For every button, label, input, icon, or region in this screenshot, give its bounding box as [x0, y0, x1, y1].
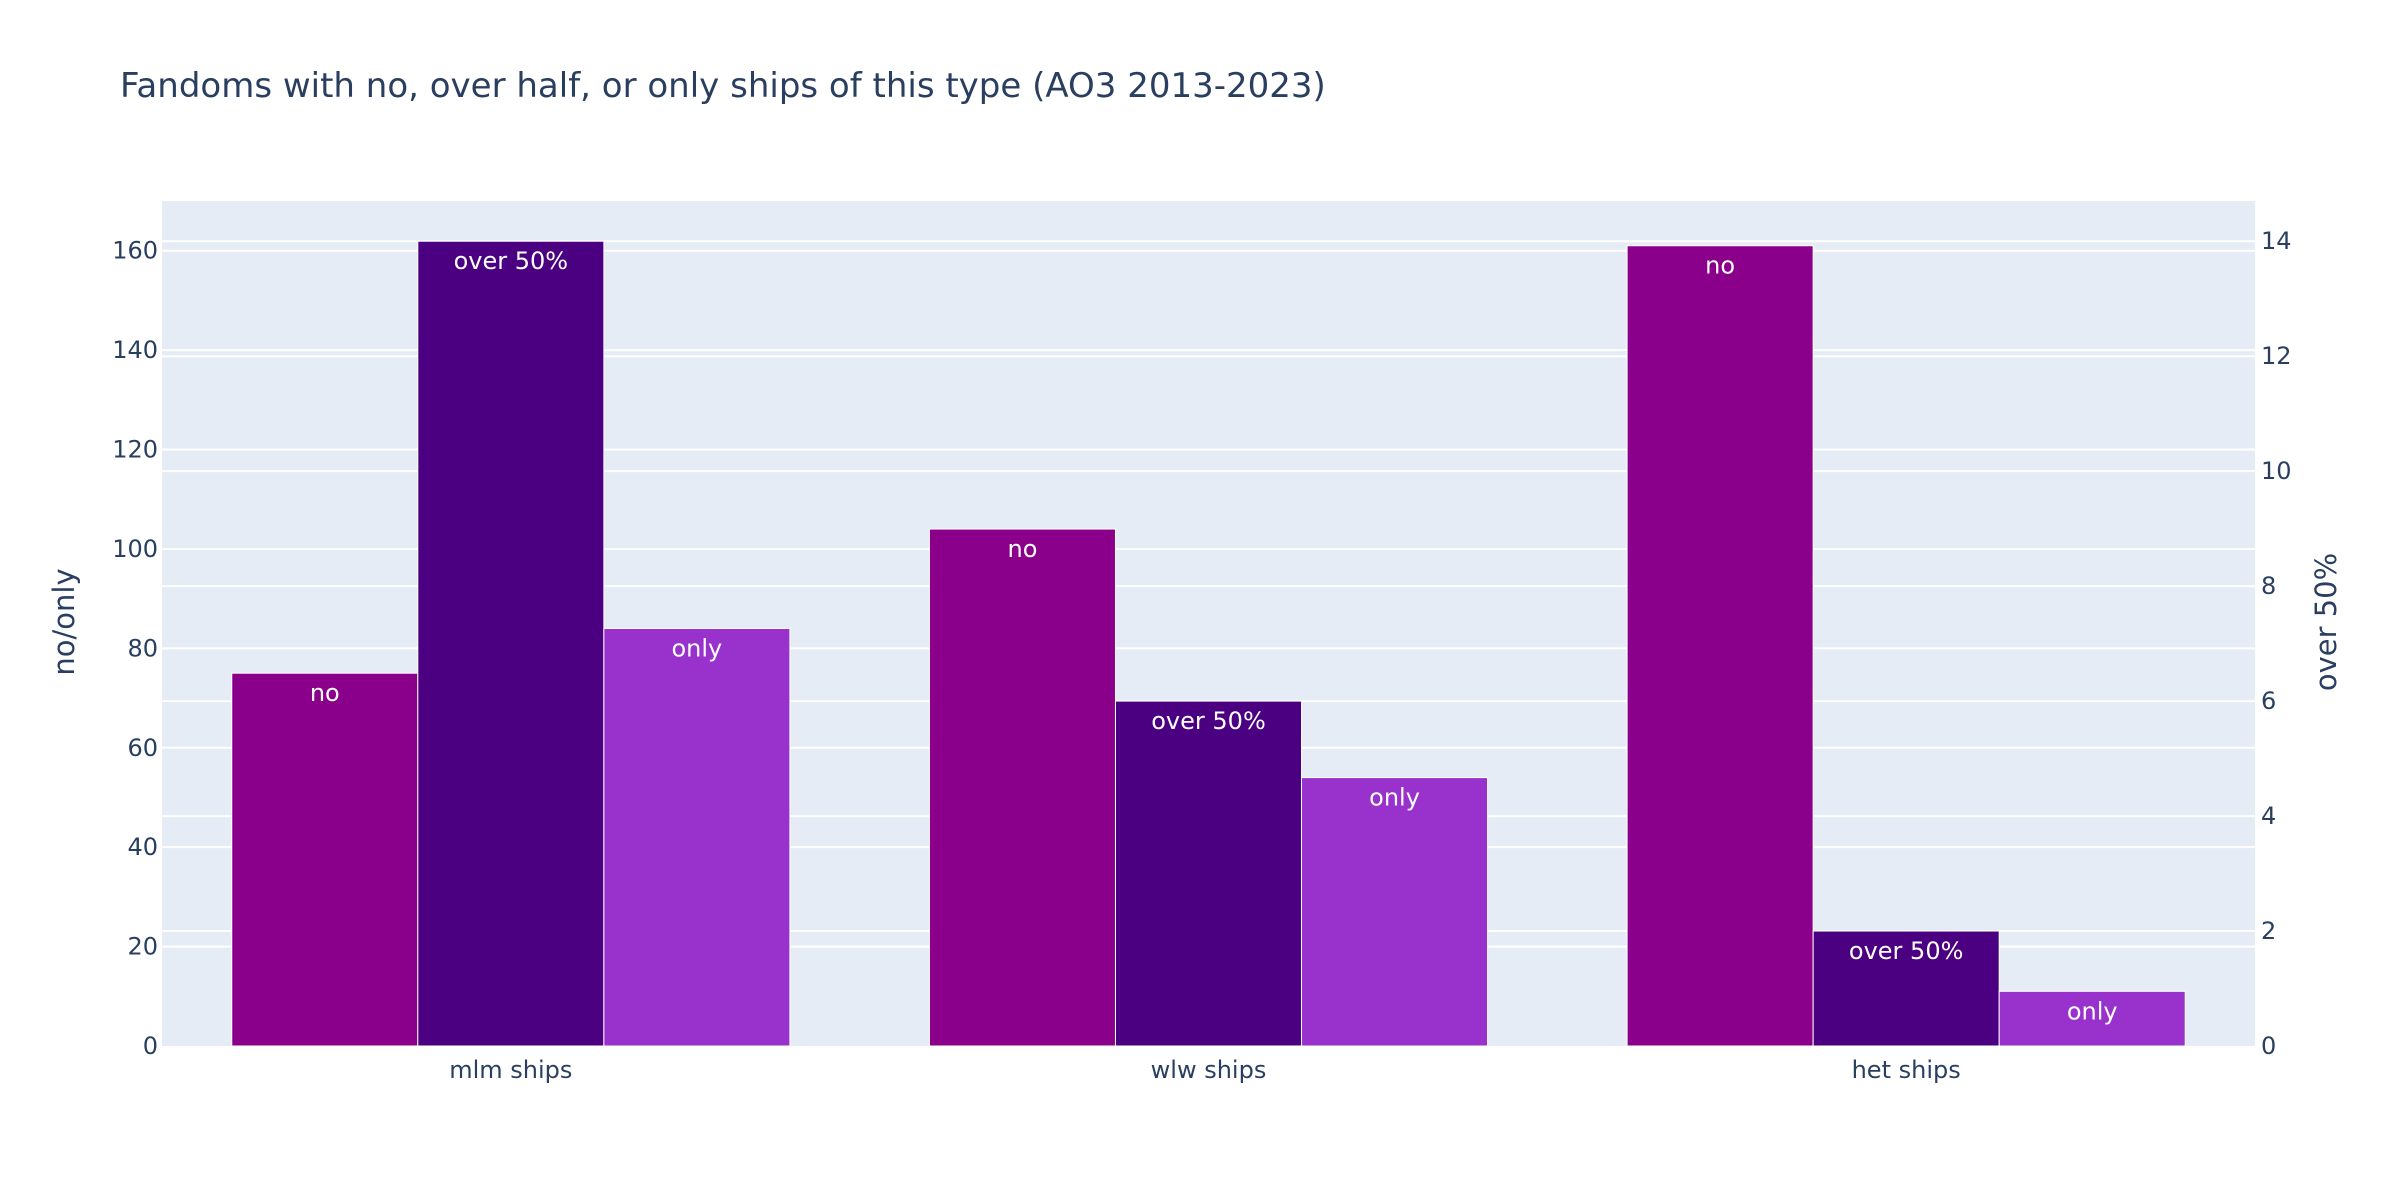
bar — [1301, 777, 1489, 1047]
bar-label: only — [671, 634, 722, 662]
right-tick-label: 10 — [2261, 457, 2292, 485]
right-tick-label: 12 — [2261, 342, 2292, 370]
bar — [1812, 930, 2000, 1047]
right-tick-label: 0 — [2261, 1032, 2276, 1060]
bar — [417, 240, 605, 1047]
bar-label: only — [2067, 997, 2118, 1025]
right-tick-label: 14 — [2261, 227, 2292, 255]
bars — [231, 240, 2186, 1047]
bar-label: over 50% — [454, 247, 569, 275]
left-axis-title: no/only — [47, 568, 81, 675]
bar — [1114, 700, 1303, 1047]
bar-labels: no over 50% only no over 50% only no over 50% on… — [310, 247, 2118, 1025]
left-tick-label: 120 — [112, 436, 158, 464]
left-axis-ticks: 0 20 40 60 80 100 120 140 160 — [112, 237, 158, 1060]
right-tick-label: 6 — [2261, 687, 2276, 715]
bar-label: no — [310, 679, 340, 707]
left-tick-label: 100 — [112, 535, 158, 563]
bar — [231, 672, 419, 1047]
left-tick-label: 20 — [127, 933, 158, 961]
left-tick-label: 0 — [143, 1032, 158, 1060]
bar-label: over 50% — [1151, 707, 1266, 735]
bar — [603, 627, 791, 1047]
right-tick-label: 4 — [2261, 802, 2276, 830]
right-tick-label: 8 — [2261, 572, 2276, 600]
x-tick-label: mlm ships — [449, 1056, 572, 1084]
bar-label: no — [1705, 252, 1735, 280]
bar — [928, 528, 1116, 1047]
left-tick-label: 140 — [112, 336, 158, 364]
left-tick-label: 160 — [112, 237, 158, 265]
right-tick-label: 2 — [2261, 917, 2276, 945]
left-tick-label: 80 — [127, 634, 158, 662]
bar-label: only — [1369, 784, 1420, 812]
right-axis-title: over 50% — [2309, 553, 2343, 691]
right-axis-ticks: 0 2 4 6 8 10 12 14 — [2261, 227, 2292, 1060]
x-tick-label: wlw ships — [1151, 1056, 1267, 1084]
left-tick-label: 40 — [127, 833, 158, 861]
bar — [1626, 245, 1814, 1047]
x-tick-label: het ships — [1852, 1056, 1961, 1084]
chart-title: Fandoms with no, over half, or only ship… — [120, 66, 1326, 106]
bar-label: no — [1008, 535, 1038, 563]
bar-label: over 50% — [1849, 937, 1964, 965]
left-tick-label: 60 — [127, 734, 158, 762]
bar — [1998, 990, 2186, 1047]
x-axis-ticks: mlm ships wlw ships het ships — [449, 1056, 1960, 1084]
